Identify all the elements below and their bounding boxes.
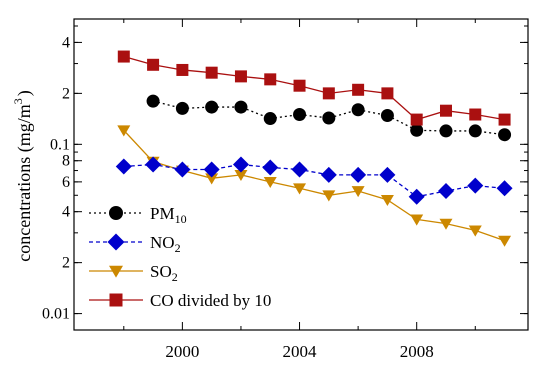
data-point bbox=[115, 158, 132, 175]
legend-item: CO divided by 10 bbox=[89, 291, 271, 310]
data-point bbox=[117, 125, 131, 137]
data-point bbox=[351, 103, 365, 117]
data-point bbox=[498, 235, 512, 247]
series-0 bbox=[146, 94, 512, 142]
data-point bbox=[293, 183, 307, 195]
legend-label-main: CO divided by 10 bbox=[150, 291, 271, 310]
series-3 bbox=[117, 50, 511, 126]
data-point bbox=[291, 161, 308, 178]
legend-label-subscript: 2 bbox=[175, 241, 181, 255]
data-point bbox=[264, 73, 277, 86]
x-tick-label: 2004 bbox=[283, 342, 318, 361]
data-point bbox=[351, 186, 365, 198]
data-point bbox=[496, 180, 513, 197]
legend-label-subscript: 10 bbox=[175, 212, 187, 226]
data-point bbox=[381, 87, 394, 100]
y-tick-label: 4 bbox=[62, 34, 70, 51]
data-point bbox=[205, 66, 218, 79]
legend-item: NO2 bbox=[89, 233, 181, 255]
data-point bbox=[410, 113, 423, 126]
y-axis-label-superscript: 3 bbox=[11, 98, 25, 104]
data-point bbox=[320, 166, 337, 183]
data-point bbox=[467, 177, 484, 194]
data-point bbox=[498, 113, 511, 126]
legend-label: NO2 bbox=[150, 233, 181, 255]
data-point bbox=[176, 63, 189, 76]
data-point bbox=[468, 124, 482, 138]
y-tick-label: 6 bbox=[62, 174, 70, 191]
data-point bbox=[322, 190, 336, 202]
legend-label: PM10 bbox=[150, 204, 187, 226]
data-point bbox=[410, 123, 424, 137]
data-point bbox=[350, 166, 367, 183]
plot-frame bbox=[73, 18, 529, 331]
legend-marker bbox=[107, 233, 125, 251]
data-point bbox=[262, 159, 279, 176]
y-tick-label: 2 bbox=[62, 255, 70, 272]
data-point bbox=[117, 50, 130, 63]
legend-label: CO divided by 10 bbox=[150, 291, 271, 310]
data-point bbox=[147, 58, 160, 71]
data-point bbox=[439, 124, 453, 138]
data-point bbox=[439, 104, 452, 117]
data-point bbox=[352, 83, 365, 96]
data-point bbox=[205, 100, 219, 114]
data-point bbox=[234, 70, 247, 83]
y-axis-label-main: concentrations (mg/m bbox=[14, 104, 35, 261]
data-point bbox=[234, 169, 248, 182]
x-tick-label: 2008 bbox=[400, 342, 434, 361]
legend-marker bbox=[109, 293, 123, 307]
data-point bbox=[145, 156, 162, 173]
legend-label: SO2 bbox=[150, 262, 178, 284]
data-point bbox=[203, 161, 220, 178]
data-point bbox=[146, 94, 160, 108]
series-1 bbox=[115, 156, 513, 205]
data-point bbox=[293, 108, 307, 122]
data-point bbox=[468, 225, 482, 237]
data-point bbox=[234, 100, 248, 114]
y-tick-label: 0.01 bbox=[42, 306, 70, 323]
data-point bbox=[437, 182, 454, 199]
axes-layer: 0.01 2 4 6 80.1 2 4 2000 2004 2008 bbox=[42, 19, 528, 361]
series-2 bbox=[117, 125, 512, 247]
data-point bbox=[322, 111, 336, 125]
data-point bbox=[410, 214, 424, 226]
y-tick-label: 4 bbox=[62, 204, 70, 221]
data-point bbox=[439, 218, 453, 230]
x-tick-label: 2000 bbox=[165, 342, 199, 361]
data-point bbox=[380, 194, 394, 207]
data-point bbox=[205, 173, 219, 185]
data-point bbox=[175, 101, 189, 115]
legend-label-main: NO bbox=[150, 233, 175, 252]
data-point bbox=[263, 112, 277, 126]
series-layer bbox=[115, 50, 513, 247]
data-point bbox=[322, 87, 335, 100]
legend-marker bbox=[109, 206, 123, 220]
legend-label-subscript: 2 bbox=[172, 270, 178, 284]
y-tick-label: 0.1 bbox=[50, 136, 70, 153]
y-tick-label: 2 bbox=[62, 85, 70, 102]
y-tick-label: 8 bbox=[62, 153, 70, 170]
data-point bbox=[379, 166, 396, 183]
data-point bbox=[498, 128, 512, 142]
legend-item: SO2 bbox=[89, 262, 178, 284]
data-point bbox=[174, 161, 191, 178]
legend-marker bbox=[109, 265, 123, 278]
legend-label-main: PM bbox=[150, 204, 175, 223]
data-point bbox=[408, 188, 425, 205]
data-point bbox=[293, 79, 306, 92]
legend-item: PM10 bbox=[89, 204, 187, 226]
data-point bbox=[380, 109, 394, 123]
data-point bbox=[469, 108, 482, 121]
legend-label-main: SO bbox=[150, 262, 172, 281]
y-axis-label: concentrations (mg/m3) bbox=[11, 90, 35, 261]
data-point bbox=[232, 156, 249, 173]
y-axis-label-close: ) bbox=[14, 90, 35, 96]
data-point bbox=[263, 177, 277, 189]
